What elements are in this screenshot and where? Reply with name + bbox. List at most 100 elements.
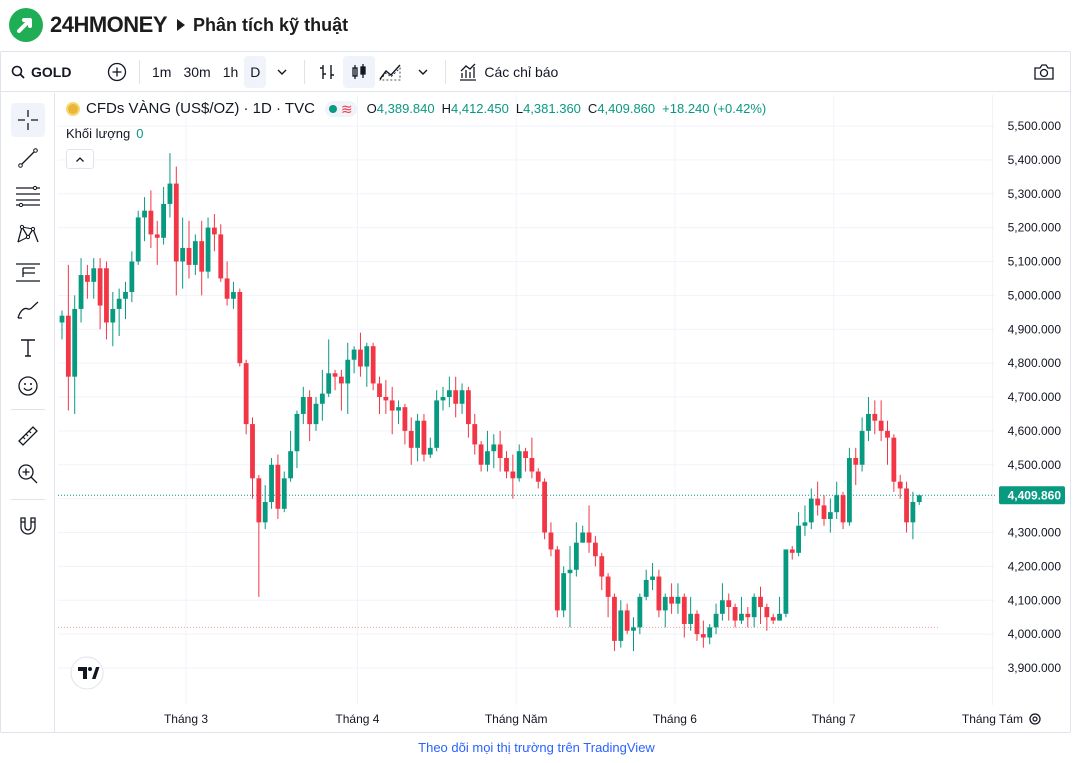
candle-body xyxy=(377,383,382,397)
candle-body xyxy=(662,596,668,611)
collapse-legend-button[interactable] xyxy=(66,149,94,169)
candle-body xyxy=(345,359,351,384)
magnet-tool[interactable] xyxy=(11,509,45,543)
candle-body xyxy=(205,227,211,272)
candle-body xyxy=(288,451,293,479)
bars-style-button[interactable] xyxy=(311,56,343,88)
candle-body xyxy=(504,457,509,472)
close-value: 4,409.860 xyxy=(597,101,656,116)
high-label: H xyxy=(441,101,451,116)
sidebar-divider xyxy=(11,409,45,410)
compare-symbol-button[interactable] xyxy=(101,56,133,88)
interval-d[interactable]: D xyxy=(244,55,267,88)
candle-body xyxy=(700,634,706,638)
zoom-in-tool[interactable] xyxy=(11,457,45,491)
candle-body xyxy=(847,457,852,523)
candle-body xyxy=(688,613,694,624)
indicators-button[interactable]: Các chỉ báo xyxy=(452,56,564,88)
candle-body xyxy=(669,596,674,604)
last-price-label: 4,409.860 xyxy=(1008,488,1062,502)
crosshair-tool[interactable] xyxy=(11,103,45,137)
text-tool[interactable] xyxy=(11,331,45,365)
symbol-search[interactable]: GOLD xyxy=(1,64,101,80)
market-status[interactable]: ≋ xyxy=(324,100,357,117)
crosshair-icon xyxy=(18,110,38,130)
candle-body xyxy=(237,291,243,364)
candle-body xyxy=(694,613,700,635)
brush-icon xyxy=(17,301,39,319)
measure-tool[interactable] xyxy=(11,419,45,453)
y-tick-label: 5,300.000 xyxy=(1008,187,1062,201)
candle-body xyxy=(885,430,890,438)
candle-body xyxy=(256,478,262,523)
candles-style-button[interactable] xyxy=(343,55,376,88)
candle-body xyxy=(332,373,338,377)
candle-body xyxy=(142,210,147,218)
candle-body xyxy=(358,349,363,367)
interval-1h[interactable]: 1h xyxy=(222,63,239,80)
candle-body xyxy=(116,298,122,309)
logo-icon[interactable] xyxy=(8,7,44,43)
volume-value: 0 xyxy=(136,126,144,141)
emoji-tool[interactable] xyxy=(11,369,45,403)
zoom-in-icon xyxy=(18,464,38,484)
y-tick-label: 5,200.000 xyxy=(1008,221,1062,235)
text-icon xyxy=(21,339,35,357)
interval-1m[interactable]: 1m xyxy=(152,63,172,80)
candle-body xyxy=(599,556,605,577)
candle-body xyxy=(243,363,249,425)
candle-body xyxy=(129,261,135,292)
search-icon xyxy=(11,65,25,79)
brush-tool[interactable] xyxy=(11,293,45,327)
volume-legend[interactable]: Khối lượng 0 xyxy=(66,126,143,141)
ohlc-values: O4,389.840 H4,412.450 L4,381.360 C4,409.… xyxy=(367,101,767,116)
pattern-tool[interactable] xyxy=(11,217,45,251)
y-tick-label: 5,100.000 xyxy=(1008,255,1062,269)
time-axis: Tháng 3 Tháng 4 Tháng Năm Tháng 6 Tháng 7 Thá… xyxy=(164,712,1023,726)
candle-body xyxy=(402,407,408,431)
candle-body xyxy=(294,413,300,452)
fib-tool[interactable] xyxy=(11,179,45,213)
trend-line-tool[interactable] xyxy=(11,141,45,175)
candle-body xyxy=(904,488,909,523)
snapshot-button[interactable] xyxy=(1028,56,1060,88)
chart-style-dropdown[interactable] xyxy=(407,56,439,88)
wave-icon: ≋ xyxy=(340,100,353,117)
symbol-title[interactable]: CFDs VÀNG (US$/OZ) · 1D · TVC xyxy=(86,100,315,117)
candle-body xyxy=(548,532,554,550)
candle-body xyxy=(891,437,897,482)
interval-dropdown[interactable] xyxy=(266,56,298,88)
drawing-toolbar xyxy=(1,93,55,733)
candle-body xyxy=(466,390,471,425)
logo-text[interactable]: 24HMONEY xyxy=(50,12,168,37)
candle-body xyxy=(218,234,224,279)
close-label: C xyxy=(587,101,598,116)
candle-body xyxy=(383,397,389,401)
candle-body xyxy=(789,549,795,553)
candle-body xyxy=(783,549,789,614)
tradingview-logo[interactable] xyxy=(70,656,104,690)
y-tick-label: 4,600.000 xyxy=(1008,424,1062,438)
candle-body xyxy=(91,268,97,282)
tradingview-link[interactable]: Theo dõi mọi thị trường trên TradingView xyxy=(418,740,655,755)
chevron-down-icon xyxy=(277,69,287,75)
chart-legend: CFDs VÀNG (US$/OZ) · 1D · TVC ≋ O4,389.8… xyxy=(66,100,766,117)
axis-settings-icon[interactable] xyxy=(1029,713,1041,725)
candle-body xyxy=(910,502,916,523)
forecast-icon xyxy=(16,263,40,282)
candle-body xyxy=(561,573,567,611)
projection-tool[interactable] xyxy=(11,255,45,289)
candle-body xyxy=(135,217,141,262)
candle-body xyxy=(148,210,154,235)
area-style-button[interactable] xyxy=(375,56,407,88)
candle-body xyxy=(573,542,579,570)
candle-body xyxy=(167,183,173,204)
y-tick-label: 5,000.000 xyxy=(1008,288,1062,302)
candle-body xyxy=(161,203,166,238)
interval-30m[interactable]: 30m xyxy=(183,63,211,80)
candle-body xyxy=(262,502,268,523)
candle-body xyxy=(802,522,808,526)
candle-body xyxy=(491,444,497,452)
candle-body xyxy=(313,403,319,425)
